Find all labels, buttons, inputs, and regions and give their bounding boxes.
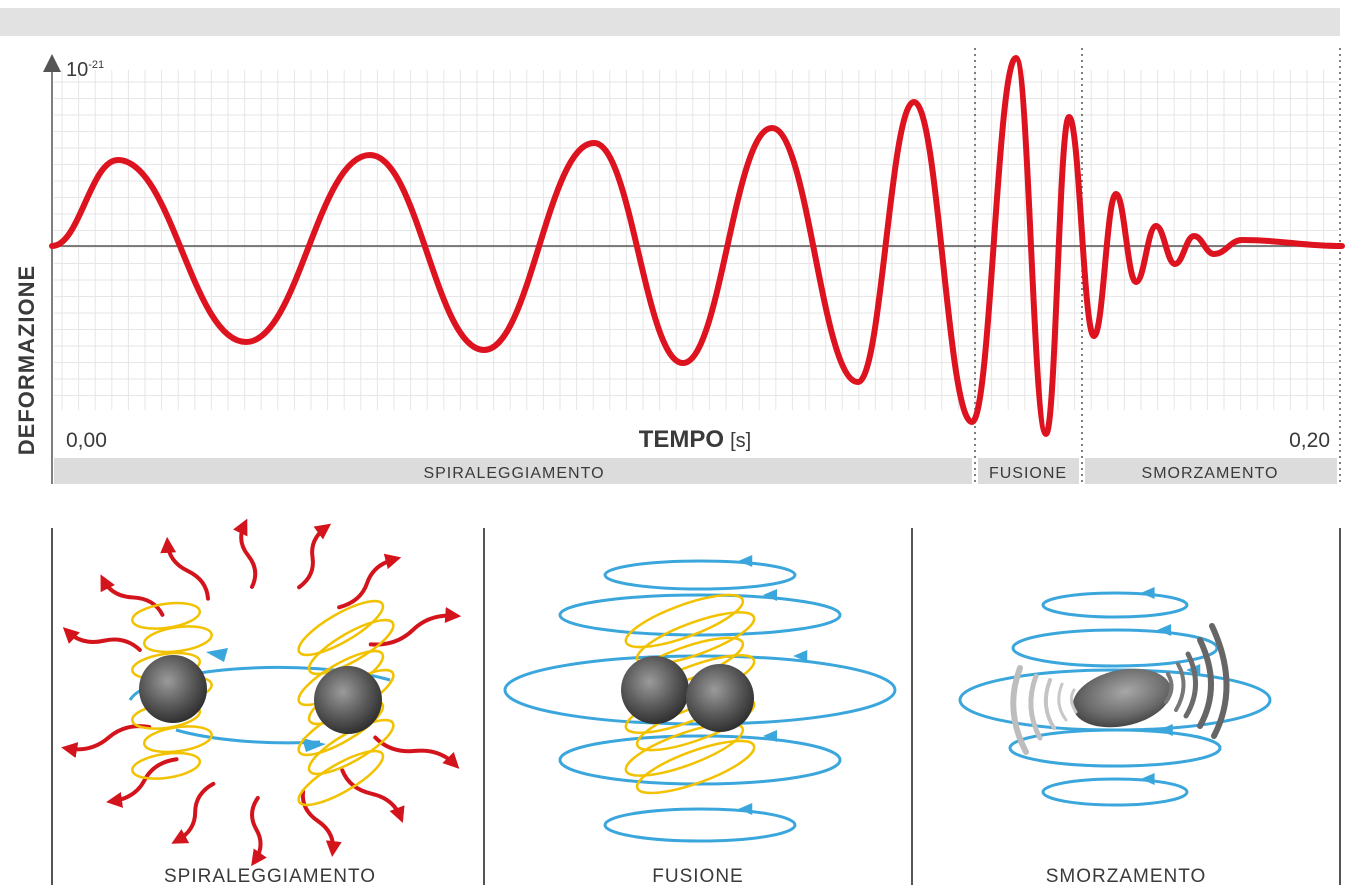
y-unit-label: 10-21 [66,59,104,81]
black-hole-left [621,656,689,724]
emission-arrow-icon [100,574,165,617]
emission-arrow-icon [233,518,258,589]
orbit-arrow-icon [738,803,753,815]
top-band [0,8,1340,36]
orbit-arrow-icon [206,648,228,662]
orbit-arrow-icon [738,555,753,567]
emission-arrow-icon [300,789,342,858]
field-line-coil [635,739,756,795]
field-line-coil [142,625,213,654]
emission-arrow-icon [106,757,179,808]
y-axis-title: DEFORMAZIONE [14,265,39,455]
orbit-ring [603,807,797,843]
merger-illustration [503,555,897,843]
chart-grid [54,70,1338,410]
merger-band-label: FUSIONE [989,465,1067,482]
field-line-coil [142,725,213,754]
y-axis-arrow-icon [43,54,61,72]
ringdown-band [1085,458,1337,484]
ringdown-illustration [958,587,1272,807]
emission-arrow-icon [373,735,460,769]
orbit-arrow-icon [302,738,326,752]
field-line-coil [635,611,756,666]
field-line-coil [297,749,385,807]
x-start-tick: 0,00 [66,429,107,452]
inspiral-band-label: SPIRALEGGIAMENTO [423,465,604,482]
orbit-ring [1041,591,1189,619]
emission-arrow-icon [337,553,402,610]
panel-label-merger: FUSIONE [652,866,743,887]
field-line-coil [624,593,745,649]
black-hole-right [686,664,754,732]
orbit-path [175,728,321,745]
orbit-arrow-icon [763,730,777,742]
orbit-arrow-icon [763,589,777,601]
merged-black-hole [1072,668,1172,728]
orbit-arrow-icon [1140,773,1155,785]
inspiral-illustration [61,518,462,867]
field-line-coil [297,599,385,657]
emission-arrow-icon [171,781,216,844]
orbit-ring [1011,628,1219,668]
panel-label-inspiral: SPIRALEGGIAMENTO [164,866,376,887]
emission-arrow-icon [61,724,152,758]
emission-arrow-icon [340,768,405,824]
orbit-ring [603,559,797,591]
orbit-rings [958,587,1272,807]
orbit-arrow-icon [793,650,808,662]
orbit-ring [558,593,842,637]
orbit-ring [1008,728,1222,768]
ringdown-wavefronts [1010,623,1230,755]
emission-arrow-icon [250,795,267,867]
x-axis-title: TEMPO [s] [639,426,751,453]
field-line-coil [307,718,395,776]
emission-arrow-icon [62,627,142,652]
field-line-coil [131,751,202,780]
ringdown-band-label: SMORZAMENTO [1142,465,1279,482]
merger-band [978,458,1079,484]
black-hole-left [139,655,207,723]
x-end-tick: 0,20 [1289,429,1330,452]
strain-waveform [49,55,1345,437]
emission-arrow-icon [368,607,462,647]
panel-label-ringdown: SMORZAMENTO [1046,866,1207,887]
orbit-arrow-icon [1157,624,1172,636]
emission-arrow-icon [297,523,332,590]
inspiral-band [54,458,972,484]
field-line-coil [624,722,745,777]
field-line-coil [307,618,395,676]
black-hole-right [314,666,382,734]
emission-arrow-icon [160,536,211,601]
orbit-arrow-icon [1158,724,1173,736]
orbit-ring [558,734,842,786]
gravitational-wave-emission-arrows [61,518,462,867]
orbit-arrow-icon [1140,587,1155,599]
orbit-ring [1041,777,1189,807]
